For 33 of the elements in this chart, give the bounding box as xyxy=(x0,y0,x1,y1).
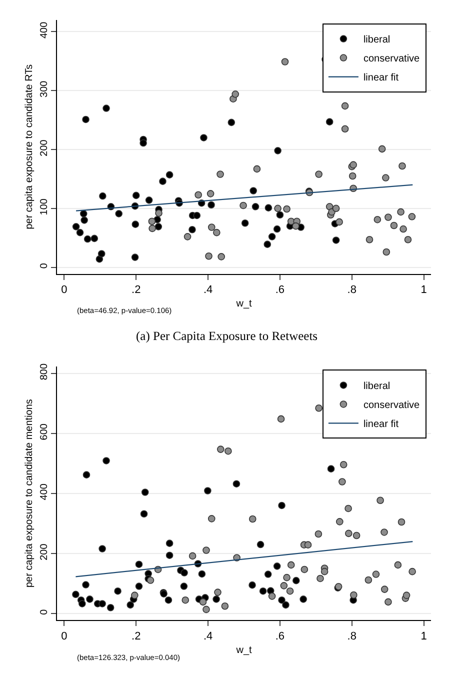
x-tick-label: .4 xyxy=(203,630,213,642)
y-tick-label: 400 xyxy=(39,21,50,39)
x-tick-label: .8 xyxy=(347,630,356,642)
x-tick-label: .2 xyxy=(132,630,141,642)
legend-label: conservative xyxy=(363,54,420,65)
y-tick-label: 800 xyxy=(39,363,50,380)
legend-label: conservative xyxy=(363,400,420,412)
x-tick-label: .6 xyxy=(275,284,285,296)
y-tick-label: 0 xyxy=(39,262,50,269)
x-tick-label: .2 xyxy=(132,284,141,296)
legend-label: linear fit xyxy=(363,419,399,430)
x-tick-label: 1 xyxy=(420,284,427,296)
y-tick-label: 200 xyxy=(39,139,50,156)
legend-label: linear fit xyxy=(363,72,399,84)
text: (a) Per Capita Exposure to Retweets xyxy=(136,329,318,343)
x-axis-title: w_t xyxy=(235,298,252,310)
x-tick-label: .8 xyxy=(347,284,356,296)
legend-label: liberal xyxy=(363,381,390,392)
x-tick-label: 0 xyxy=(61,630,68,642)
x-tick-label: 0 xyxy=(61,284,68,296)
y-tick-label: 400 xyxy=(39,483,50,500)
x-tick-label: 1 xyxy=(420,630,427,642)
y-tick-label: 200 xyxy=(39,543,50,560)
x-tick-label: .4 xyxy=(203,284,213,296)
y-tick-label: 600 xyxy=(39,423,50,440)
y-axis-title: per capita exposure to candidate mentions xyxy=(24,399,35,588)
y-axis-title: per capita exposure to candidate RTs xyxy=(24,64,35,230)
legend-label: liberal xyxy=(363,34,390,46)
y-tick-label: 100 xyxy=(39,198,50,216)
y-tick-label: 0 xyxy=(39,608,50,615)
x-tick-label: .6 xyxy=(275,630,285,642)
y-tick-label: 300 xyxy=(39,80,50,98)
x-axis-title: w_t xyxy=(235,644,252,656)
